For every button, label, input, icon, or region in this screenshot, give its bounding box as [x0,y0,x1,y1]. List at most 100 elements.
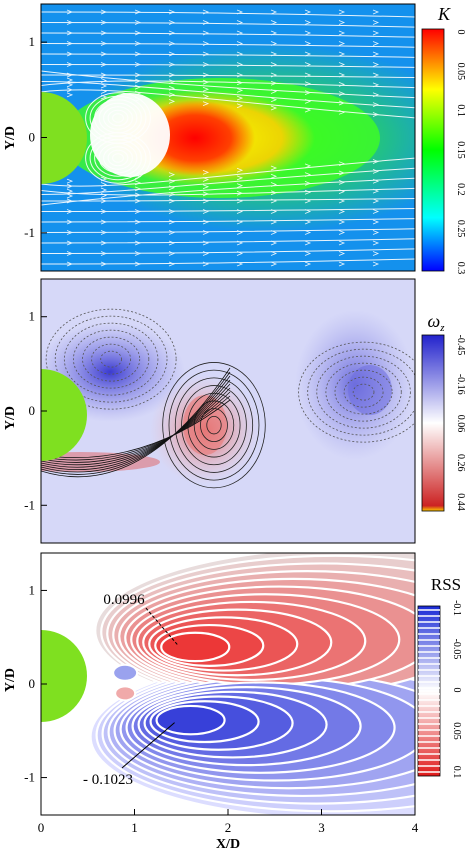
rss-colorbar: RSS -0.1 -0.05 0 0.05 0.1 [417,575,462,778]
rss-field: 0.0996 - 0.1023 [41,553,415,815]
stream-arrow [304,98,312,104]
colorbar-tick-label: 0.2 [455,183,466,196]
y-tick-label: -1 [24,497,35,512]
stream-arrow [236,62,244,67]
stream-arrow [338,161,346,167]
stream-arrow [304,163,312,169]
rss-xlabel: X/D [216,837,240,851]
recirculation-loop [107,109,129,127]
panel-vorticity: 1 0 -1 Y/D ωz -0.45 -0.16 0.06 0.26 0.44 [3,278,466,544]
stream-arrow [202,20,210,25]
panel-rss: 0.0996 - 0.1023 1 0 -1 0 1 2 3 4 Y/D X/D RSS -0.… [3,552,462,852]
stream-arrow [168,62,176,67]
stream-arrow [338,240,346,246]
stream-arrow [372,209,380,214]
vorticity-field [41,279,415,543]
shear-layer-contour [41,383,231,468]
stream-arrow [304,41,312,46]
stream-arrow [134,186,142,192]
stream-arrow [100,78,108,83]
y-tick-label: 1 [29,309,36,324]
stream-arrow [236,80,244,86]
stream-arrow [270,97,278,103]
colorbar-tick-label: 0 [451,688,462,693]
stream-arrow [270,62,278,67]
shear-layer-contour [41,399,231,458]
x-tick-label: 1 [131,820,138,835]
y-tick-label: -1 [24,770,35,785]
recirculation-loop [103,106,133,130]
stream-arrow [202,219,210,225]
stream-arrow [338,209,346,214]
stream-arrow [134,209,142,214]
stream-arrow [168,261,176,267]
stream-arrow [202,177,210,182]
stream-arrow [100,209,108,214]
stream-arrow [338,179,346,185]
stream-arrow [134,198,142,204]
stream-arrow [168,99,176,104]
stream-arrow [134,261,142,267]
colorbar-tick-label: 0 [455,30,466,35]
vorticity-contour-positive [162,362,266,489]
stream-arrow [168,198,176,204]
stream-arrow [236,190,244,196]
stream-arrow [202,72,210,78]
recirculation-loop [107,149,129,167]
colorbar-tick-label: -0.16 [455,374,466,395]
vorticity-contour-negative [343,376,384,408]
stream-arrow [100,261,108,267]
vorticity-contour-negative [82,336,141,382]
stream-arrow [372,178,380,184]
stream-arrow [168,209,176,214]
vorticity-contour-negative [45,308,177,410]
stream-arrow [100,193,108,198]
shear-layer-contour [41,379,231,471]
stream-arrow [338,100,346,106]
vorticity-contour-negative [91,343,132,375]
vorticity-ylabel: Y/D [3,406,18,430]
stream-arrow [372,41,380,46]
stream-arrow [134,51,142,57]
stream-arrow [304,20,312,25]
stream-arrow [66,178,74,184]
x-tick-label: 0 [38,820,45,835]
stream-arrow [168,185,176,191]
stream-arrow [100,41,108,46]
stream-arrow [270,173,278,179]
stream-arrow [134,240,142,246]
stream-arrow [168,172,176,177]
y-tick-label: 1 [29,34,36,49]
vorticity-contour-negative [316,355,411,429]
stream-arrow [338,189,346,195]
rss-axes: 1 0 -1 0 1 2 3 4 [24,582,419,835]
y-tick-label: 0 [29,403,36,418]
rss-colorbar-label: RSS [431,575,461,594]
stream-arrow [66,77,74,83]
stream-arrow [134,30,142,36]
stream-arrow [372,188,380,194]
stream-arrow [168,178,176,184]
stream-arrow [168,230,176,235]
stream-arrow [236,209,244,214]
stream-arrow [66,193,74,199]
stream-arrow [372,30,380,36]
stream-arrow [236,167,244,173]
stream-arrow [270,41,278,46]
stream-arrow [372,240,380,246]
stream-arrow [372,219,380,225]
stream-arrow [134,20,142,25]
recirculation-loop [112,113,124,123]
stream-arrow [168,251,176,256]
stream-arrow [66,82,74,88]
vorticity-contour-positive [174,377,254,473]
stream-arrow [270,20,278,25]
stream-arrow [236,219,244,225]
k-field [41,4,415,271]
stream-arrow [168,30,176,36]
rss-small-lobe [114,685,137,702]
k-colorbar-label: K [437,4,451,24]
stream-arrow [66,92,74,98]
stream-arrow [100,62,108,67]
colorbar-tick-label: 0.1 [455,104,466,117]
